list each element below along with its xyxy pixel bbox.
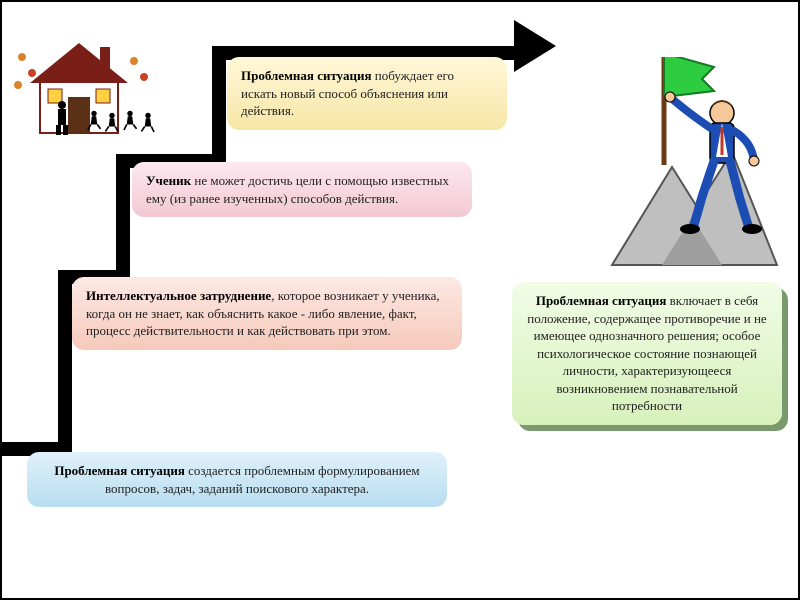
box-step3: Ученик не может достичь цели с помощью и… xyxy=(132,162,472,217)
box5-lead: Проблемная ситуация xyxy=(536,293,667,308)
box3-lead: Интеллектуальное затруднение xyxy=(86,288,271,303)
box1-lead: Проблемная ситуация xyxy=(241,68,372,83)
arrowhead-icon xyxy=(514,20,556,72)
stair-segment xyxy=(212,46,226,168)
box5-rest: включает в себя положение, содержащее пр… xyxy=(527,293,766,413)
house-icon xyxy=(12,27,162,147)
box-step2: Интеллектуальное затруднение, которое во… xyxy=(72,277,462,350)
box4-lead: Проблемная ситуация xyxy=(54,463,185,478)
box-step4: Проблемная ситуация побуждает его искать… xyxy=(227,57,507,130)
stair-segment xyxy=(116,154,130,284)
stair-segment xyxy=(58,270,72,456)
box2-rest: не может достичь цели с помощью известны… xyxy=(146,173,449,206)
box2-lead: Ученик xyxy=(146,173,191,188)
box-step1: Проблемная ситуация создается проблемным… xyxy=(27,452,447,507)
climber-icon xyxy=(602,57,782,267)
box-definition: Проблемная ситуация включает в себя поло… xyxy=(512,282,782,425)
